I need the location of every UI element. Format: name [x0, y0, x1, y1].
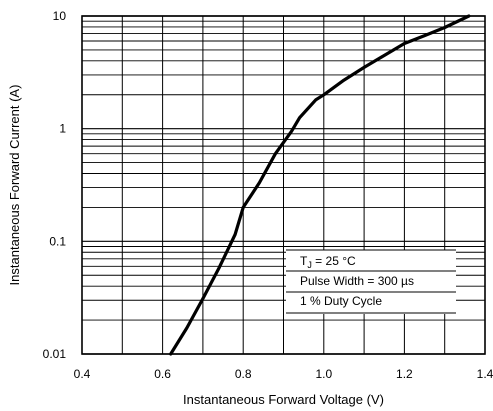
annotation-tj-main: T	[300, 254, 308, 268]
x-tick-label: 0.6	[154, 367, 171, 381]
forward-current-curve	[169, 14, 471, 356]
y-tick-label: 10	[53, 9, 67, 23]
y-tick-label: 1	[59, 122, 66, 136]
x-tick-label: 1.4	[477, 367, 493, 381]
x-tick-label: 0.4	[74, 367, 91, 381]
x-axis-tick-labels: 0.4 0.6 0.8 1.0 1.2 1.4	[74, 367, 493, 381]
x-axis-title: Instantaneous Forward Voltage (V)	[183, 392, 384, 407]
annotation-duty-cycle: 1 % Duty Cycle	[300, 294, 382, 308]
annotation-tj-subscript: J	[307, 260, 312, 270]
annotation-box-background	[286, 250, 456, 314]
annotation-box-lines	[286, 249, 456, 314]
annotation-tj: TJ = 25 °C	[300, 254, 356, 270]
annotation-tj-rest: = 25 °C	[312, 254, 356, 268]
y-axis-tick-labels: 0.01 0.1 1 10	[43, 9, 67, 361]
plot-frame	[81, 15, 486, 355]
x-tick-label: 1.0	[315, 367, 332, 381]
x-tick-label: 1.2	[396, 367, 413, 381]
annotation-pulse-width: Pulse Width = 300 µs	[300, 274, 414, 288]
y-axis-title: Instantaneous Forward Current (A)	[7, 85, 22, 286]
y-tick-label: 0.01	[43, 347, 67, 361]
y-tick-label: 0.1	[49, 234, 66, 248]
x-tick-label: 0.8	[235, 367, 252, 381]
